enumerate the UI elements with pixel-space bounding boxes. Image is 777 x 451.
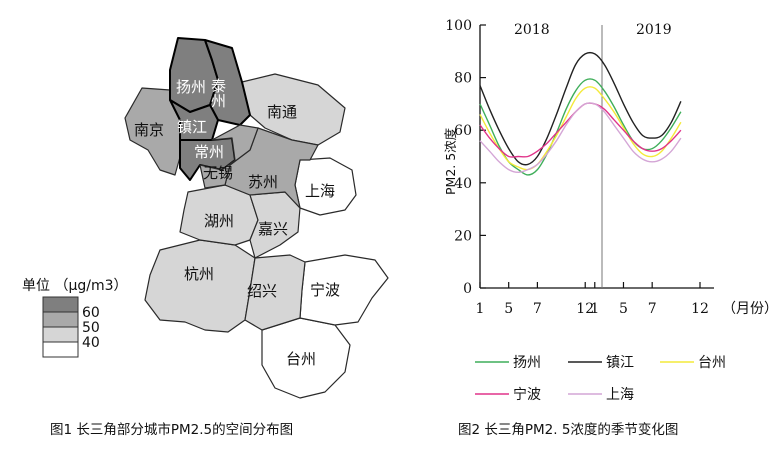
year-label-2018: 2018 bbox=[514, 22, 550, 38]
legend-swatch-below-40 bbox=[42, 341, 79, 358]
region-shaoxing bbox=[244, 254, 306, 331]
x-axis-label: （月份） bbox=[722, 301, 777, 317]
x-tick-label: 12 bbox=[691, 301, 709, 317]
chart-axes bbox=[479, 25, 714, 289]
x-tick-label: 1 bbox=[476, 301, 485, 317]
city-label-suzhou: 苏州 bbox=[248, 173, 278, 191]
y-tick-label: 40 bbox=[454, 176, 472, 192]
series-line-1 bbox=[479, 51, 682, 166]
city-label-hangzhou: 杭州 bbox=[184, 265, 214, 283]
legend-level-50: 50 bbox=[82, 320, 100, 336]
x-tick-label: 7 bbox=[533, 301, 542, 317]
y-ticks: 0 20 40 60 80 100 bbox=[445, 18, 486, 297]
series-line-4 bbox=[479, 102, 682, 174]
x-tick-label: 5 bbox=[504, 301, 513, 317]
map-regions bbox=[124, 37, 389, 399]
y-axis-label: PM2. 5浓度 bbox=[443, 127, 458, 195]
city-label-shaoxing: 绍兴 bbox=[247, 282, 277, 300]
city-label-taizhou-js: 泰州 bbox=[209, 78, 227, 108]
legend-label-0: 扬州 bbox=[513, 355, 541, 371]
chart-caption: 图2 长三角PM2. 5浓度的季节变化图 bbox=[458, 422, 678, 438]
region-nantong bbox=[241, 73, 346, 146]
legend-label-2: 台州 bbox=[698, 355, 726, 371]
legend-level-60: 60 bbox=[82, 305, 100, 321]
city-label-wuxi: 无锡 bbox=[203, 164, 233, 182]
x-tick-label: 5 bbox=[619, 301, 628, 317]
x-tick-label: 7 bbox=[648, 301, 657, 317]
legend-label-1: 镇江 bbox=[606, 355, 634, 371]
region-taizhou-js bbox=[204, 39, 251, 126]
year-label-2019: 2019 bbox=[636, 22, 672, 38]
region-wuxi bbox=[199, 124, 259, 189]
city-label-shanghai: 上海 bbox=[305, 182, 335, 200]
city-label-yangzhou: 扬州 bbox=[176, 78, 206, 96]
city-labels: 扬州 泰州 南通 南京 镇江 常州 无锡 苏州 上海 湖州 嘉兴 杭州 绍兴 宁… bbox=[134, 78, 340, 368]
map-caption: 图1 长三角部分城市PM2.5的空间分布图 bbox=[50, 421, 293, 438]
y-tick-label: 100 bbox=[445, 18, 472, 34]
y-tick-label: 80 bbox=[454, 71, 472, 87]
city-label-nantong: 南通 bbox=[267, 103, 297, 121]
city-label-ningbo: 宁波 bbox=[310, 281, 340, 299]
legend-label-4: 上海 bbox=[606, 387, 634, 403]
y-tick-label: 60 bbox=[454, 123, 472, 139]
city-label-zhenjiang: 镇江 bbox=[177, 118, 207, 136]
legend-label-3: 宁波 bbox=[513, 386, 541, 403]
city-label-huzhou: 湖州 bbox=[204, 212, 234, 230]
legend-level-40: 40 bbox=[82, 335, 100, 351]
city-label-taizhou-zj: 台州 bbox=[286, 350, 316, 368]
map-legend: 单位 （μg/m3） 60 50 40 bbox=[22, 278, 128, 358]
map-legend-title: 单位 （μg/m3） bbox=[22, 278, 128, 294]
city-label-nanjing: 南京 bbox=[134, 121, 164, 139]
x-tick-label: 12 bbox=[576, 301, 594, 317]
series-lines bbox=[479, 51, 682, 176]
x-ticks: 1 5 7 121 5 7 12 bbox=[476, 282, 709, 317]
series-line-0 bbox=[479, 78, 682, 176]
city-label-jiaxing: 嘉兴 bbox=[258, 220, 288, 238]
city-label-changzhou: 常州 bbox=[194, 143, 224, 161]
y-tick-label: 0 bbox=[463, 281, 472, 297]
series-line-2 bbox=[479, 86, 682, 171]
x-tick-label: 1 bbox=[590, 301, 599, 317]
y-tick-label: 20 bbox=[454, 228, 472, 244]
